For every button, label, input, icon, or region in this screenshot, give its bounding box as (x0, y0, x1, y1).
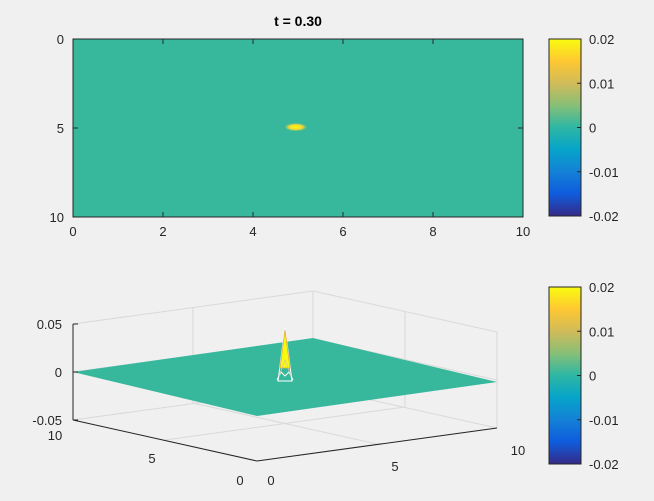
heatmap-x-tick-label: 8 (429, 224, 436, 239)
colorbar-tick-label: -0.02 (589, 209, 619, 224)
heatmap-x-tick-label: 4 (249, 224, 256, 239)
heatmap-x-ticks: 0 2 4 6 8 10 (69, 39, 530, 239)
heatmap-x-tick-label: 10 (516, 224, 530, 239)
surface-axes: 0.05 0 -0.05 0 5 10 0 5 10 (32, 290, 525, 488)
surface-y-tick-label: 5 (148, 451, 155, 466)
heatmap-y-ticks: 0 5 10 (50, 32, 523, 225)
colorbar-top: 0.02 0.01 0 -0.01 -0.02 (548, 32, 619, 224)
heatmap-axes: t = 0.30 0 2 4 6 8 10 0 5 10 (50, 13, 531, 239)
colorbar-tick-label: 0.01 (589, 324, 614, 339)
surface-z-tick-label: -0.05 (32, 413, 62, 428)
surface-y-tick-label: 0 (236, 473, 243, 488)
heatmap-y-tick-label: 5 (57, 121, 64, 136)
colorbar-tick-label: -0.01 (589, 413, 619, 428)
colorbar-tick-label: 0 (589, 121, 596, 136)
colorbar-bottom-gradient (548, 286, 582, 465)
colorbar-tick-label: -0.01 (589, 165, 619, 180)
heatmap-title: t = 0.30 (274, 13, 322, 29)
heatmap-x-tick-label: 2 (159, 224, 166, 239)
surface-plane (73, 338, 497, 416)
heatmap-y-tick-label: 10 (50, 210, 64, 225)
surface-x-tick-label: 5 (391, 459, 398, 474)
colorbar-top-ticks: 0.02 0.01 0 -0.01 -0.02 (577, 32, 619, 224)
colorbar-tick-label: 0.02 (589, 280, 614, 295)
surface-x-tick-label: 0 (267, 473, 274, 488)
heatmap-x-tick-label: 0 (69, 224, 76, 239)
surface-x-tick-label: 10 (511, 443, 525, 458)
colorbar-bottom: 0.02 0.01 0 -0.01 -0.02 (548, 280, 619, 472)
colorbar-tick-label: 0 (589, 369, 596, 384)
heatmap-y-tick-label: 0 (57, 32, 64, 47)
surface-z-tick-label: 0.05 (37, 317, 62, 332)
colorbar-top-gradient (548, 38, 582, 217)
surface-peak (276, 327, 294, 382)
heatmap-peak (284, 123, 307, 132)
surface-y-tick-label: 10 (48, 428, 62, 443)
colorbar-tick-label: 0.02 (589, 32, 614, 47)
colorbar-tick-label: -0.02 (589, 457, 619, 472)
surface-ticks: 0.05 0 -0.05 0 5 10 0 5 10 (32, 317, 525, 488)
heatmap-x-tick-label: 6 (339, 224, 346, 239)
surface-z-tick-label: 0 (55, 365, 62, 380)
colorbar-bottom-ticks: 0.02 0.01 0 -0.01 -0.02 (577, 280, 619, 472)
colorbar-tick-label: 0.01 (589, 76, 614, 91)
